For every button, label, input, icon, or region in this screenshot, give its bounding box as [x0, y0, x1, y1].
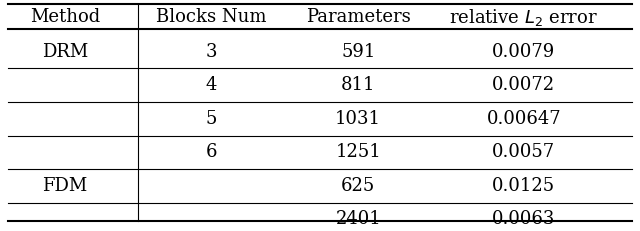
Text: 811: 811 [341, 76, 376, 94]
Text: 4: 4 [206, 76, 218, 94]
Text: 0.00647: 0.00647 [486, 110, 561, 128]
Text: FDM: FDM [42, 177, 88, 195]
Text: 2401: 2401 [335, 210, 381, 228]
Text: 625: 625 [341, 177, 375, 195]
Text: relative $L_2$ error: relative $L_2$ error [449, 6, 598, 27]
Text: 0.0072: 0.0072 [492, 76, 556, 94]
Text: Blocks Num: Blocks Num [156, 8, 267, 26]
Text: Parameters: Parameters [306, 8, 411, 26]
Text: 0.0125: 0.0125 [492, 177, 556, 195]
Text: 1031: 1031 [335, 110, 381, 128]
Text: 5: 5 [206, 110, 218, 128]
Text: 0.0063: 0.0063 [492, 210, 556, 228]
Text: 0.0057: 0.0057 [492, 143, 556, 161]
Text: 591: 591 [341, 43, 376, 61]
Text: Method: Method [30, 8, 100, 26]
Text: 0.0079: 0.0079 [492, 43, 556, 61]
Text: 1251: 1251 [335, 143, 381, 161]
Text: DRM: DRM [42, 43, 88, 61]
Text: 6: 6 [206, 143, 218, 161]
Text: 3: 3 [206, 43, 218, 61]
